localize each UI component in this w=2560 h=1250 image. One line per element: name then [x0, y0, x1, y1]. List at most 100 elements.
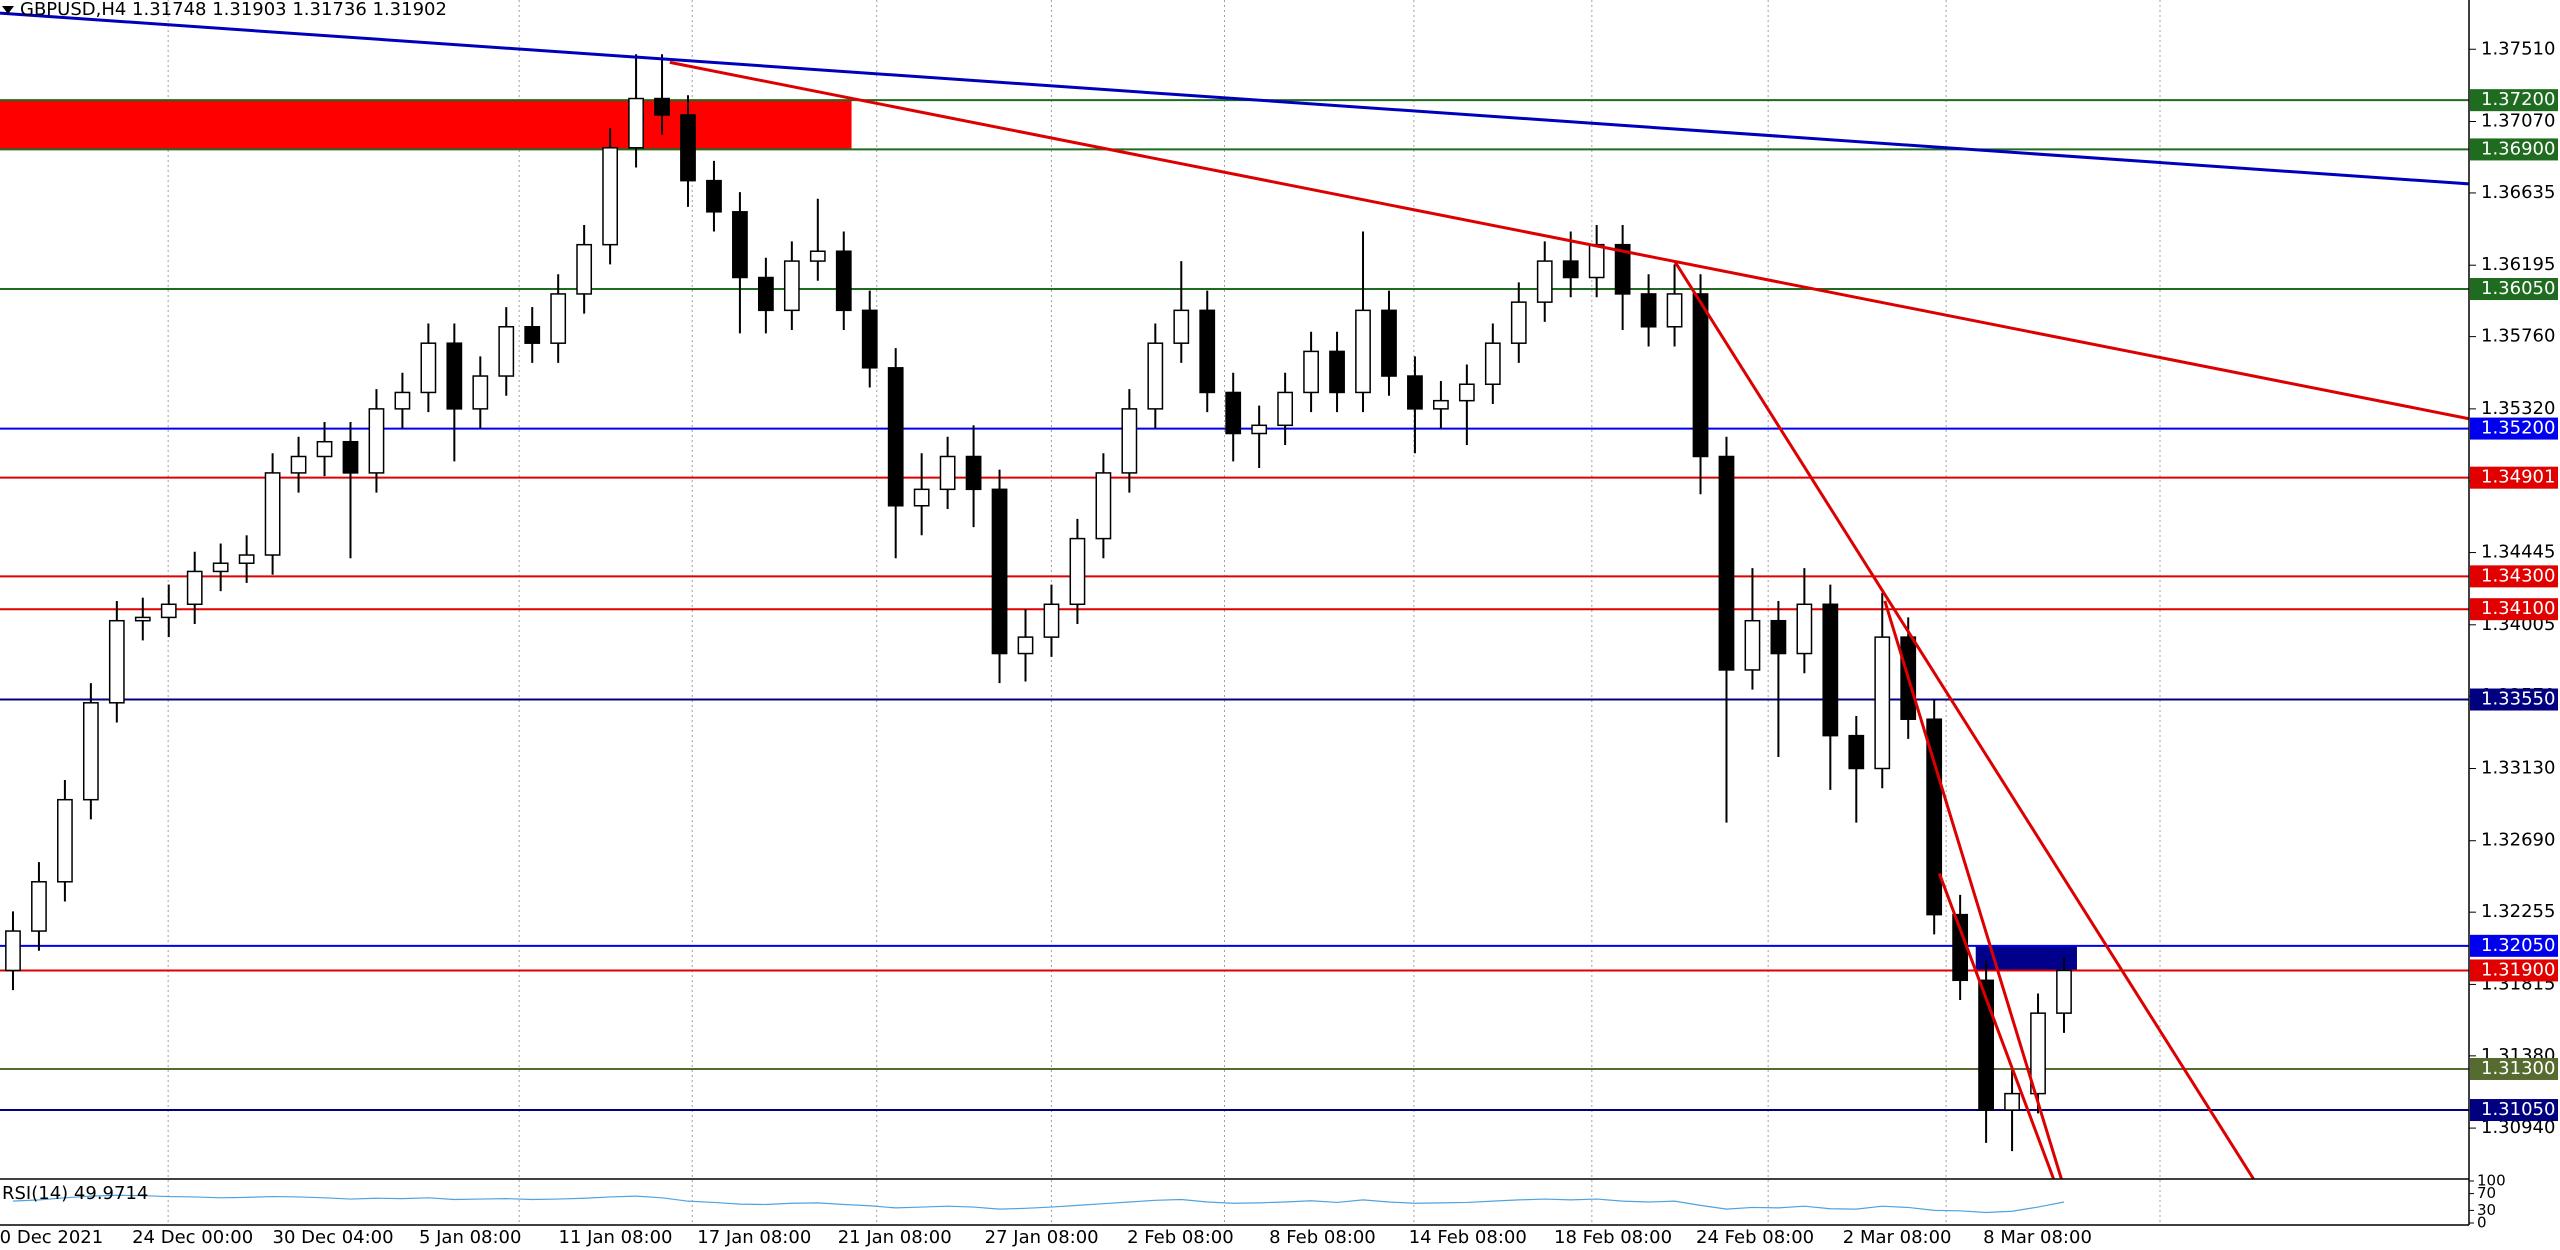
x-tick-label: 5 Jan 08:00 [419, 1227, 522, 1248]
trend-line [0, 11, 2470, 186]
candle-body [1952, 913, 1969, 982]
candle-body [602, 147, 619, 246]
candle-body [1121, 408, 1138, 474]
candle-body [939, 455, 956, 491]
candle-body [654, 97, 670, 116]
candle-body [1251, 424, 1268, 435]
candle-body [913, 488, 930, 507]
level-label-box [2470, 959, 2558, 982]
level-label-box [2470, 1099, 2558, 1122]
candle-body [1926, 718, 1943, 916]
candle-body [264, 472, 281, 556]
level-label: 1.33550 [2481, 689, 2555, 710]
level-label-box [2470, 688, 2558, 711]
zone [0, 100, 852, 150]
candle-body [57, 798, 73, 883]
candle-body [290, 455, 307, 474]
trend-line [1883, 600, 2063, 1180]
level-label: 1.36050 [2481, 278, 2555, 299]
trend-line [1937, 873, 2056, 1180]
y-tick-label: 1.35320 [2481, 398, 2555, 419]
candle-body [2030, 1012, 2046, 1095]
candle-body [1433, 399, 1449, 410]
x-tick-label: 2 Mar 08:00 [1843, 1227, 1952, 1248]
y-tick-label: 1.33130 [2481, 757, 2555, 778]
candle-body [316, 440, 333, 458]
level-label-box [2470, 278, 2558, 301]
menu-icon[interactable] [2, 6, 14, 14]
x-tick-label: 30 Dec 04:00 [273, 1227, 394, 1248]
candle-body [1692, 293, 1709, 458]
candle-body [1510, 301, 1527, 344]
y-tick-label: 1.37070 [2481, 111, 2555, 132]
candle-body [1978, 979, 1994, 1111]
level-label: 1.37200 [2481, 89, 2555, 110]
candle-body [1303, 350, 1319, 394]
candle-body [524, 326, 541, 344]
candle-body [186, 570, 203, 606]
candle-body [861, 309, 878, 369]
candle-body [550, 293, 567, 344]
candle-body [1147, 342, 1164, 410]
candle-body [1770, 619, 1787, 655]
candle-body [238, 554, 255, 564]
candle-body [965, 455, 982, 491]
candle-body [108, 619, 125, 704]
candle-body [472, 375, 489, 410]
x-tick-label: 2 Feb 08:00 [1127, 1227, 1234, 1248]
candle-body [134, 616, 151, 622]
candle-body [2004, 1092, 2020, 1111]
grid [167, 0, 2161, 1225]
rsi-tick-label: 100 [2477, 1172, 2506, 1190]
level-label-box [2470, 466, 2558, 489]
candle-body [5, 930, 21, 972]
candle-body [31, 881, 47, 932]
candle-body [576, 243, 593, 295]
x-tick-label: 27 Jan 08:00 [985, 1227, 1099, 1248]
candle-body [420, 342, 437, 394]
level-label: 1.31300 [2481, 1058, 2555, 1079]
x-tick-label: 11 Jan 08:00 [559, 1227, 673, 1248]
y-tick-label: 1.37510 [2481, 38, 2555, 59]
candle-body [757, 276, 774, 312]
candle-body [368, 408, 385, 474]
candle-body [212, 562, 229, 573]
candle-body [1484, 342, 1501, 385]
level-label-box [2470, 565, 2558, 588]
x-tick-label: 24 Dec 00:00 [132, 1227, 253, 1248]
level-label-box [2470, 89, 2558, 112]
rsi-tick-label: 70 [2477, 1184, 2496, 1202]
candle-body [1277, 391, 1294, 427]
level-label: 1.31050 [2481, 1099, 2555, 1120]
level-label: 1.34300 [2481, 565, 2555, 586]
level-label: 1.34100 [2481, 598, 2555, 619]
candle-body [1407, 375, 1423, 410]
candle-body [628, 97, 644, 149]
candle-body [1536, 260, 1553, 303]
candle-body [732, 211, 748, 279]
candle-body [887, 367, 904, 507]
candle-body [1718, 455, 1735, 671]
candle-body [2056, 969, 2072, 1014]
trend-line [669, 60, 2470, 421]
level-label-box [2470, 934, 2558, 957]
candle-body [1562, 260, 1579, 279]
y-tick-label: 1.36635 [2481, 182, 2555, 203]
candle-body [1848, 734, 1865, 770]
y-tick-label: 1.36195 [2481, 254, 2555, 275]
chart-title: GBPUSD,H4 1.31748 1.31903 1.31736 1.3190… [20, 0, 447, 20]
trend-line [1673, 260, 2255, 1180]
x-tick-label: 8 Mar 08:00 [1983, 1227, 2092, 1248]
candle-body [1095, 472, 1112, 540]
x-tick-label: 17 Jan 08:00 [697, 1227, 811, 1248]
y-tick-label: 1.34445 [2481, 542, 2555, 563]
rsi-line [12, 1194, 2065, 1214]
candle-body [1199, 309, 1216, 394]
candle-body [835, 250, 852, 312]
level-label: 1.34901 [2481, 467, 2555, 488]
y-tick-label: 1.32255 [2481, 901, 2555, 922]
level-label: 1.32050 [2481, 935, 2555, 956]
candle-body [1744, 619, 1761, 671]
